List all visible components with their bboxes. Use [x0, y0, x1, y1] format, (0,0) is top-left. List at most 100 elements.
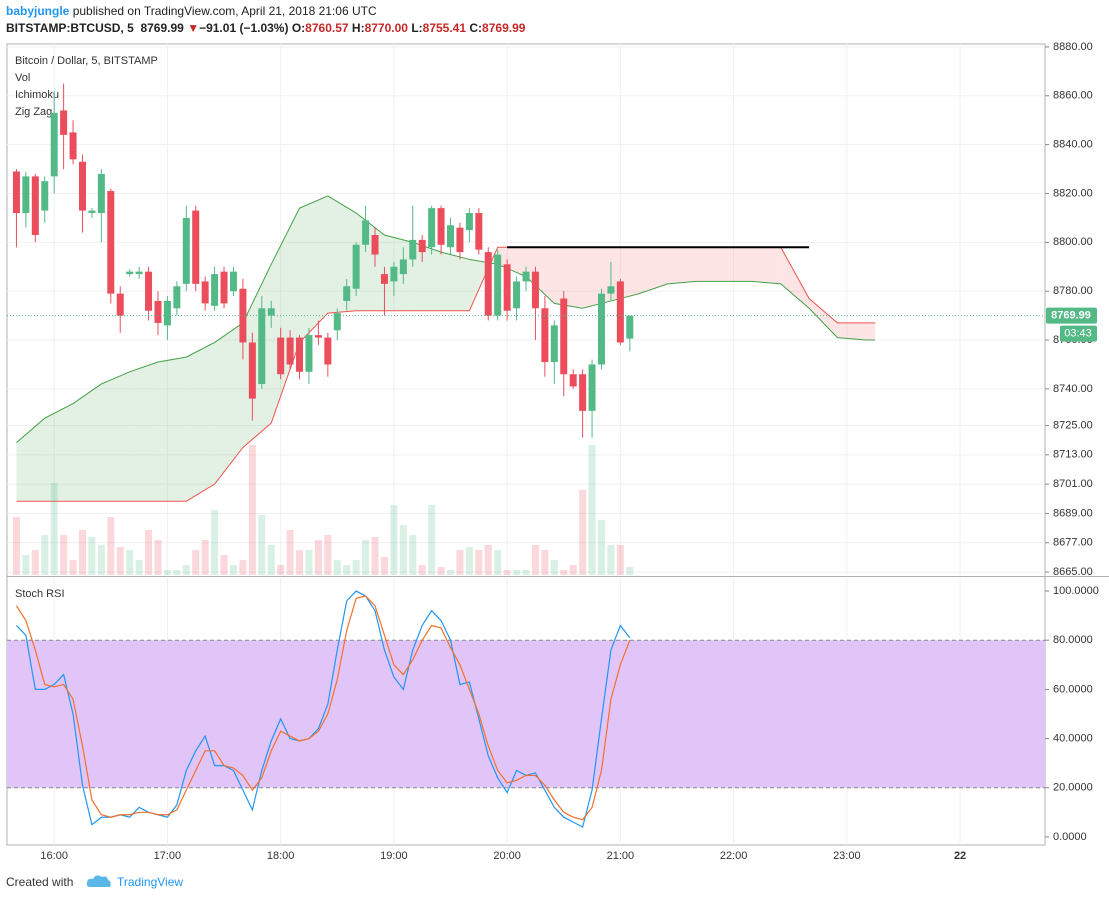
volume-bar: [409, 535, 417, 575]
volume-bar: [371, 537, 379, 575]
candle-body: [50, 112, 58, 177]
volume-bar: [588, 445, 596, 575]
candle-body: [220, 271, 228, 304]
volume-bar: [258, 515, 266, 575]
cloud-segment: [865, 322, 876, 341]
arrow: ▼: [187, 21, 200, 35]
stoch-line: [15, 595, 631, 821]
y-tick-label: 8677.00: [1053, 537, 1093, 549]
candle-body: [626, 315, 634, 339]
y-tick-label: 0.0000: [1053, 831, 1087, 843]
volume-bar: [88, 537, 96, 575]
cloud-segment: [441, 252, 470, 311]
cloud-segment: [780, 247, 810, 309]
candle-body: [541, 308, 549, 363]
price-tag: [1046, 307, 1097, 324]
cloud-segment: [299, 195, 328, 343]
volume-bar: [50, 483, 58, 575]
logo: [86, 875, 111, 887]
author[interactable]: babyjungle: [6, 4, 70, 18]
volume-bar: [314, 540, 322, 575]
volume-bar: [456, 550, 464, 575]
volume-bar: [324, 535, 332, 575]
symbol: BITSTAMP:BTCUSD, 5: [6, 21, 134, 35]
volume-bar: [78, 530, 86, 575]
countdown-label: 03:43: [1064, 328, 1092, 340]
open-label: O:: [291, 21, 306, 35]
cloud-segment: [384, 235, 413, 311]
cloud-segment: [809, 298, 838, 338]
volume-bar: [277, 565, 285, 575]
volume-bar: [201, 540, 209, 575]
candle-body: [135, 271, 143, 275]
candle-body: [437, 208, 445, 245]
cloud-segment: [582, 247, 611, 309]
volume-bar: [22, 555, 30, 575]
y-tick-label: 60.0000: [1053, 683, 1093, 695]
candle-body: [154, 300, 162, 323]
y-tick-label: 80.0000: [1053, 634, 1093, 646]
volume-bar: [343, 565, 351, 575]
cloud-segment: [214, 322, 243, 485]
cloud-segment: [497, 247, 526, 277]
candle-body: [286, 337, 294, 365]
candle-body: [484, 252, 492, 316]
candle-body: [182, 217, 190, 284]
candle-body: [560, 298, 568, 375]
high-label: H:: [351, 21, 365, 35]
volume-bar: [597, 520, 605, 575]
candle-body: [305, 335, 313, 372]
volume-bar: [192, 550, 200, 575]
candle-body: [371, 235, 379, 255]
volume-bar: [305, 550, 313, 575]
volume-bar: [267, 545, 275, 575]
candle-body: [22, 176, 30, 214]
x-tick-label: 20:00: [493, 850, 521, 862]
y-tick-label: 8725.00: [1053, 419, 1093, 431]
volume-bar: [522, 570, 530, 575]
candle-body: [597, 293, 605, 365]
publish-line: babyjungle published on TradingView.com,…: [6, 4, 377, 18]
candle-body: [409, 239, 417, 260]
volume-bar: [220, 555, 228, 575]
candle-body: [503, 264, 511, 311]
volume-bar: [182, 565, 190, 575]
candle-body: [163, 300, 171, 326]
volume-bar: [560, 570, 568, 575]
candle-body: [267, 308, 275, 316]
candle-body: [447, 225, 455, 248]
x-tick-label: 18:00: [267, 850, 295, 862]
footer-brand[interactable]: TradingView: [117, 875, 183, 889]
cloud-segment: [186, 342, 215, 502]
volume-bar: [484, 545, 492, 575]
candle-body: [380, 274, 388, 284]
candle-body: [343, 286, 351, 301]
volume-bar: [418, 565, 426, 575]
volume-bar: [135, 560, 143, 575]
cloud-segment: [101, 371, 130, 502]
candle-body: [41, 181, 49, 211]
candle-body: [116, 293, 124, 316]
cloud-segment: [356, 213, 385, 311]
candle-body: [418, 239, 426, 253]
cloud-segment: [724, 247, 753, 282]
cloud-segment: [752, 247, 781, 284]
candle-body: [588, 364, 596, 411]
volume-bar: [333, 560, 341, 575]
candle-body: [569, 374, 577, 387]
cloud-segment: [554, 247, 583, 309]
volume-bar: [229, 565, 237, 575]
candle-body: [314, 335, 322, 338]
volume-bar: [390, 505, 398, 575]
cloud-segment: [44, 403, 74, 502]
candle-body: [607, 286, 615, 294]
volume-bar: [296, 550, 304, 575]
cloud-segment: [526, 247, 555, 304]
low-label: L:: [411, 21, 423, 35]
candle-body: [399, 259, 407, 275]
candle-body: [78, 161, 86, 211]
y-tick-label: 8840.00: [1053, 139, 1093, 151]
volume-bar: [437, 567, 445, 575]
candle-body: [333, 313, 341, 331]
volume-bar: [428, 505, 436, 575]
